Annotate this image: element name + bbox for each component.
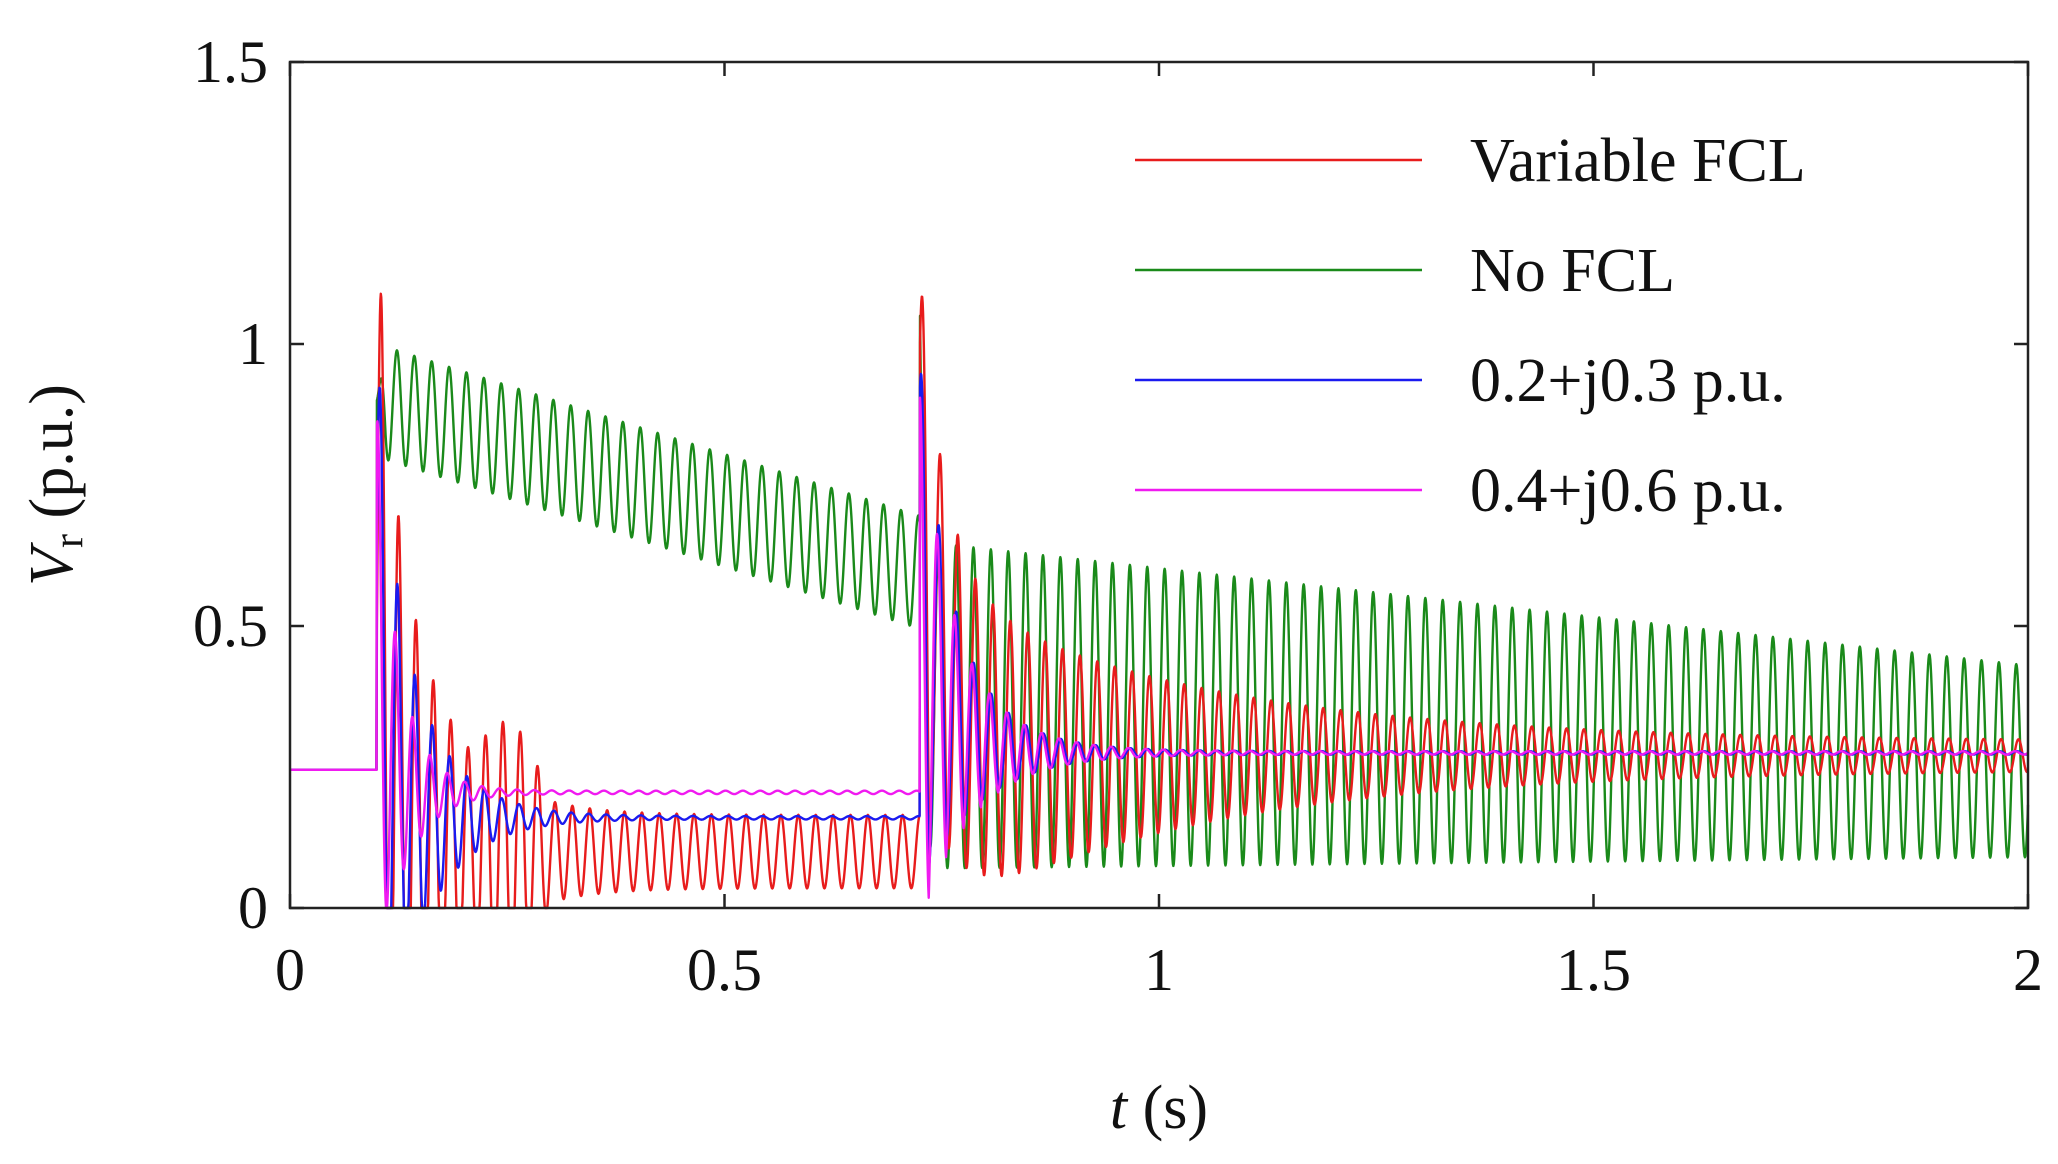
series-line-1 bbox=[289, 314, 2030, 870]
legend: Variable FCL No FCL 0.2+j0.3 p.u. 0.4+j0.6 … bbox=[1135, 127, 1806, 525]
y-tick-label: 0 bbox=[238, 875, 268, 941]
y-tick-label: 1.5 bbox=[193, 29, 268, 95]
ticks-layer: 0 0.5 1 1.5 2 0 0.5 1 1.5 bbox=[193, 29, 2043, 1003]
x-tick-label: 0.5 bbox=[687, 937, 762, 1003]
y-tick-label: 0.5 bbox=[193, 593, 268, 659]
y-axis-unit: (p.u.) bbox=[18, 384, 86, 534]
x-axis-label: t (s) bbox=[1110, 1074, 1208, 1142]
x-tick-label: 0 bbox=[275, 937, 305, 1003]
series-line-3 bbox=[289, 396, 2029, 910]
series-layer bbox=[289, 292, 2030, 910]
x-axis-unit: (s) bbox=[1127, 1074, 1208, 1142]
y-axis-sub: r bbox=[46, 534, 92, 548]
x-tick-label: 1.5 bbox=[1556, 937, 1631, 1003]
legend-label: 0.2+j0.3 p.u. bbox=[1470, 347, 1786, 415]
legend-label: Variable FCL bbox=[1470, 127, 1806, 195]
y-axis-var: V bbox=[18, 542, 86, 586]
series-line-0 bbox=[289, 292, 2029, 910]
x-tick-label: 2 bbox=[2013, 937, 2043, 1003]
y-axis-label: Vr (p.u.) bbox=[18, 384, 92, 586]
x-tick-label: 1 bbox=[1144, 937, 1174, 1003]
x-axis-var: t bbox=[1110, 1074, 1129, 1142]
legend-label: 0.4+j0.6 p.u. bbox=[1470, 457, 1786, 525]
y-tick-label: 1 bbox=[238, 311, 268, 377]
legend-label: No FCL bbox=[1470, 237, 1675, 305]
